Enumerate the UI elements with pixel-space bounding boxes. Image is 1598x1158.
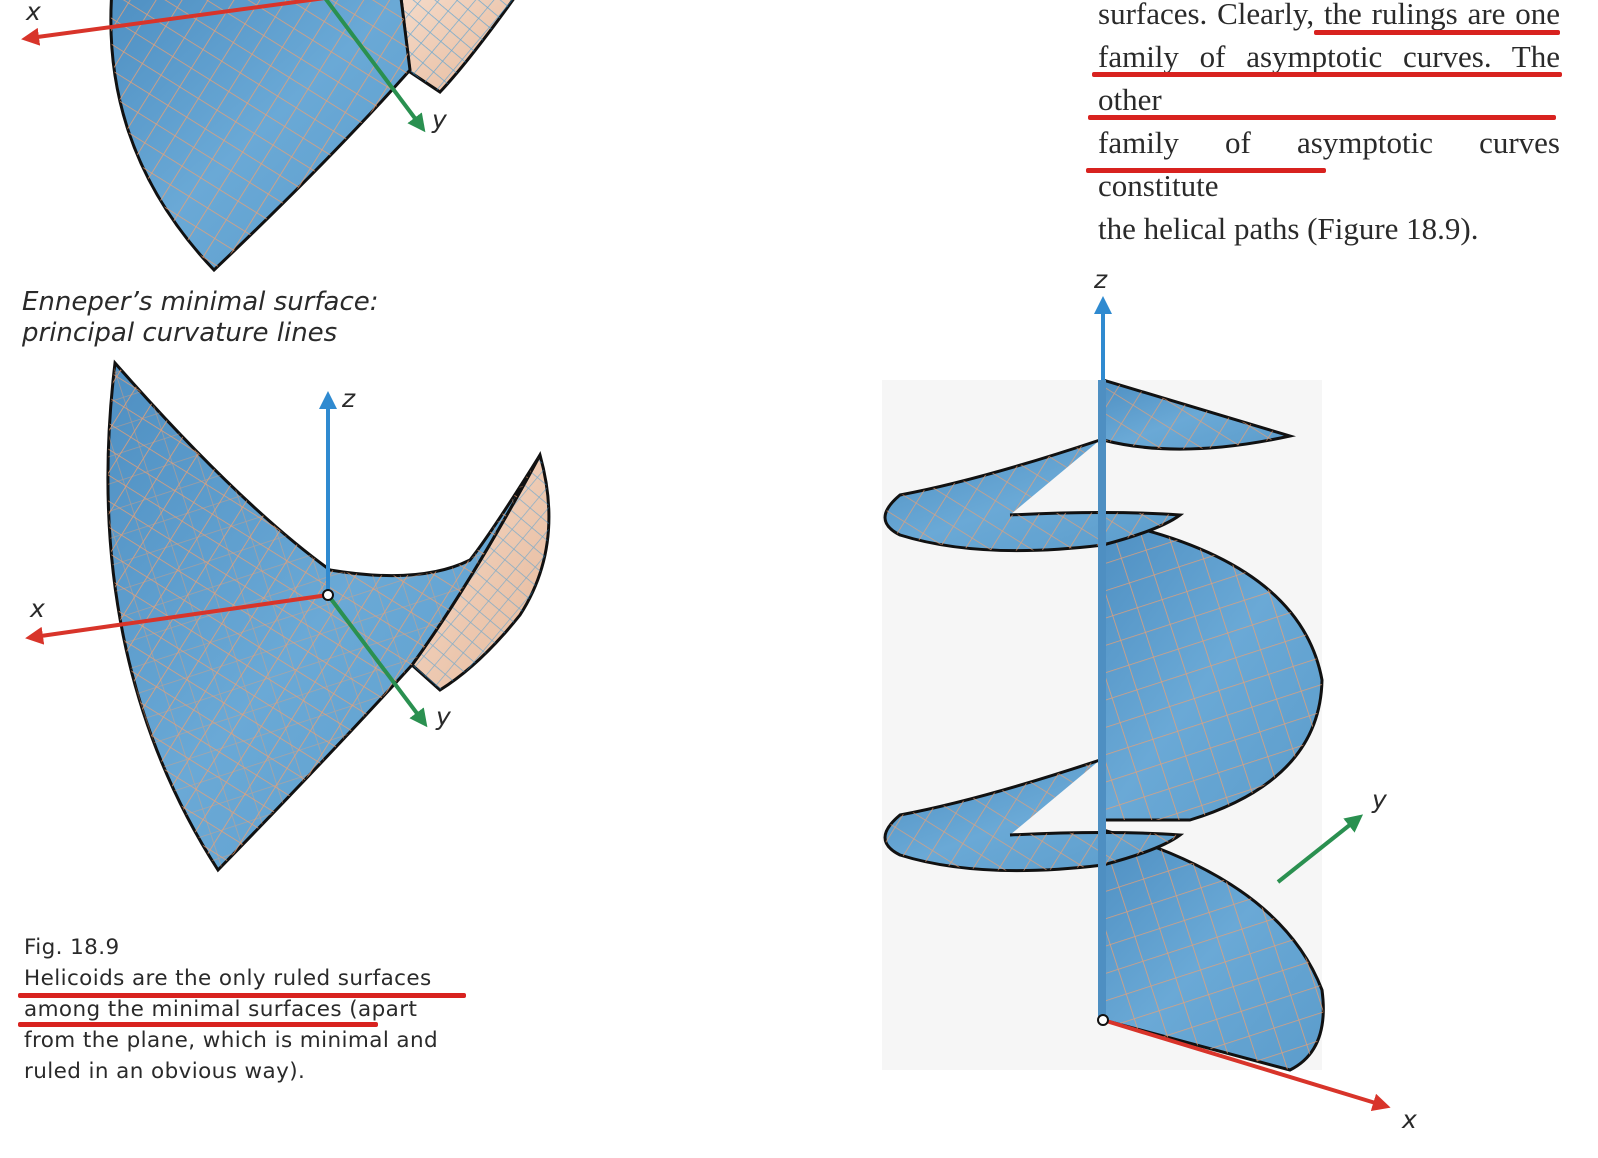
- annotation-underline: [18, 993, 466, 998]
- annotation-underline: [1314, 30, 1560, 35]
- text-line: surfaces. Clearly, the rulings are one: [1098, 0, 1560, 31]
- x-axis-label: x: [25, 0, 41, 26]
- y-axis-label: y: [431, 105, 448, 134]
- y-axis-label: y: [1371, 785, 1388, 814]
- y-axis-label: y: [435, 702, 452, 731]
- text-line: family of asymptotic curves constitute: [1098, 125, 1560, 203]
- caption-line: Enneper’s minimal surface:: [22, 287, 379, 317]
- y-axis-arrow: [1276, 814, 1364, 884]
- text-column: surfaces. Clearly, the rulings are one f…: [1098, 0, 1560, 250]
- annotation-underline: [18, 1022, 378, 1027]
- z-axis-label: z: [1093, 265, 1108, 294]
- y-axis-arrow: [323, 0, 426, 133]
- x-axis-arrow: [21, 0, 326, 46]
- text-line: the helical paths (Figure 18.9).: [1098, 211, 1479, 246]
- caption-line: Helicoids are the only ruled surfaces: [24, 966, 432, 991]
- x-axis-label: x: [1401, 1105, 1417, 1134]
- x-axis-arrow: [25, 593, 329, 645]
- figure-top-cropped: x y: [21, 0, 515, 273]
- text-line: family of asymptotic curves. The other: [1098, 39, 1560, 117]
- x-axis-arrow: [1102, 1018, 1391, 1111]
- figure-enneper-surface: z x y: [25, 359, 551, 873]
- fig-number: Fig. 18.9: [24, 935, 120, 960]
- origin-point: [1097, 1014, 1109, 1026]
- annotation-underline: [1092, 72, 1562, 77]
- figure-helicoid: z y x: [882, 265, 1417, 1134]
- figure-caption-enneper: Enneper’s minimal surface: principal cur…: [22, 287, 542, 349]
- x-axis-label: x: [29, 594, 45, 623]
- fig-caption: Fig. 18.9 Helicoids are the only ruled s…: [24, 932, 484, 1087]
- caption-line: from the plane, which is minimal and: [24, 1028, 439, 1053]
- y-axis-arrow: [326, 593, 428, 728]
- caption-line: ruled in an obvious way).: [24, 1059, 306, 1084]
- annotation-underline: [1088, 115, 1556, 120]
- origin-point: [322, 589, 334, 601]
- annotation-underline: [1086, 168, 1326, 173]
- caption-line: among the minimal surfaces (apart: [24, 997, 418, 1022]
- caption-line: principal curvature lines: [22, 318, 338, 348]
- helicoid-axis-column: [1098, 380, 1106, 1020]
- z-axis-label: z: [341, 384, 356, 413]
